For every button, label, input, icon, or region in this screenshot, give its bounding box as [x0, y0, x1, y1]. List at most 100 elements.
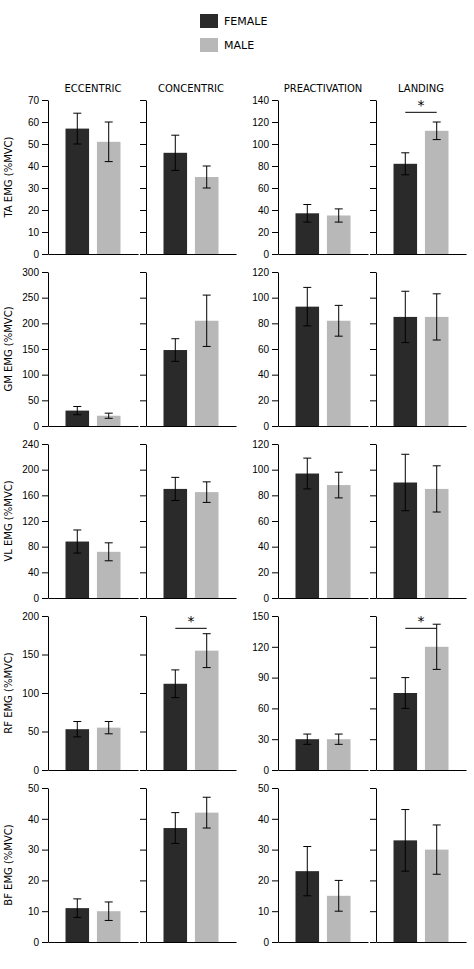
y-tick-mark	[42, 880, 48, 881]
y-tick	[370, 122, 376, 123]
y-tick: 100	[22, 369, 48, 380]
error-bar-cap	[401, 342, 409, 343]
y-tick: 10	[258, 906, 278, 917]
y-tick-mark	[370, 100, 376, 101]
y-tick-label: 40	[258, 369, 270, 380]
error-bar	[171, 670, 179, 698]
y-tick-mark	[272, 616, 278, 617]
error-bar-cap	[73, 529, 81, 530]
bar	[164, 350, 188, 426]
error-bar-cap	[401, 510, 409, 511]
y-tick	[140, 323, 146, 324]
y-tick-mark	[272, 572, 278, 573]
error-bar	[401, 678, 409, 709]
y-axis-line	[278, 101, 279, 255]
y-tick-mark	[42, 272, 48, 273]
y-tick	[370, 100, 376, 101]
y-tick	[370, 880, 376, 881]
y-tick-mark	[140, 298, 146, 299]
y-tick-label: 300	[22, 267, 39, 278]
y-tick-mark	[140, 375, 146, 376]
y-tick: 60	[28, 117, 48, 128]
y-tick: 150	[22, 344, 48, 355]
y-tick: 0	[263, 249, 278, 260]
plot-area	[164, 135, 219, 254]
y-tick-label: 20	[258, 395, 270, 406]
y-tick-mark	[370, 298, 376, 299]
annotation: *	[418, 613, 425, 629]
y-tick-mark	[140, 655, 146, 656]
error-bar	[401, 810, 409, 872]
y-tick-label: 0	[263, 593, 269, 604]
x-axis	[49, 770, 139, 772]
panel: 04080120160200240VL EMG (%MVC)	[3, 439, 139, 604]
y-tick-mark	[140, 470, 146, 471]
error-bar	[335, 734, 343, 744]
x-axis	[279, 770, 369, 772]
y-tick	[370, 572, 376, 573]
error-bar-stem	[206, 482, 207, 503]
y-tick-label: 0	[263, 249, 269, 260]
error-bar	[105, 902, 113, 920]
y-tick-label: 20	[28, 205, 40, 216]
y-tick-label: 100	[252, 464, 269, 475]
legend: FEMALEMALE	[200, 14, 267, 52]
y-tick-mark	[140, 188, 146, 189]
bar	[195, 651, 219, 770]
y-tick-label: 150	[252, 611, 269, 622]
y-tick	[370, 470, 376, 471]
y-tick-label: 60	[258, 344, 270, 355]
x-axis-line	[279, 254, 369, 255]
y-tick-label: 20	[258, 875, 270, 886]
y-tick-mark	[140, 732, 146, 733]
y-tick	[370, 616, 376, 617]
y-tick-mark	[272, 521, 278, 522]
y-axis: 0306090120150	[252, 611, 278, 776]
x-axis-line	[279, 942, 369, 943]
plot-area	[164, 477, 219, 598]
x-axis-line	[279, 426, 369, 427]
y-tick-mark	[42, 100, 48, 101]
error-bar	[105, 721, 113, 733]
error-bar-cap	[105, 413, 113, 414]
error-bar-cap	[303, 895, 311, 896]
y-tick-mark	[272, 678, 278, 679]
y-axis-line	[376, 273, 377, 427]
panel	[140, 789, 237, 943]
error-bar-cap	[401, 152, 409, 153]
plot-area	[164, 295, 219, 426]
y-tick-label: 40	[258, 541, 270, 552]
error-bar-cap	[203, 188, 211, 189]
y-tick: 20	[258, 395, 278, 406]
error-bar-cap	[401, 677, 409, 678]
bar	[195, 177, 219, 254]
y-tick-mark	[140, 572, 146, 573]
y-axis-line	[278, 789, 279, 943]
y-axis-line	[48, 789, 49, 943]
y-tick-mark	[42, 166, 48, 167]
error-bar-cap	[171, 843, 179, 844]
y-tick-label: 0	[33, 765, 39, 776]
error-bar-cap	[335, 911, 343, 912]
y-tick-label: 120	[252, 267, 269, 278]
plot-area	[394, 810, 449, 942]
error-bar-stem	[436, 624, 437, 669]
error-bar-cap	[433, 512, 441, 513]
y-tick-mark	[272, 708, 278, 709]
y-tick-label: 0	[33, 593, 39, 604]
y-tick-mark	[272, 547, 278, 548]
error-bar	[433, 624, 441, 669]
error-bar-cap	[303, 734, 311, 735]
bar	[425, 131, 449, 254]
error-bar-stem	[307, 458, 308, 489]
panel: 0306090120150	[252, 611, 368, 776]
y-tick-mark	[42, 144, 48, 145]
error-bar-cap	[335, 222, 343, 223]
y-tick-mark	[42, 819, 48, 820]
y-tick	[370, 708, 376, 709]
y-tick-label: 60	[28, 117, 40, 128]
y-tick-mark	[370, 144, 376, 145]
y-tick-mark	[42, 693, 48, 694]
bar	[66, 129, 90, 254]
error-bar-cap	[401, 871, 409, 872]
